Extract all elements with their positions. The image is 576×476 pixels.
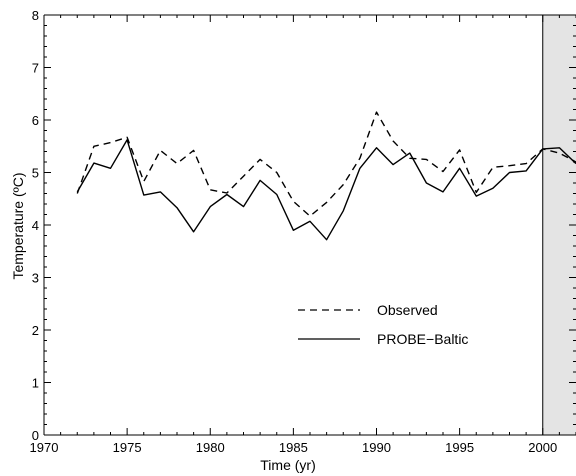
series-line-probe-baltic bbox=[76, 139, 576, 241]
y-tick-label: 8 bbox=[32, 8, 39, 23]
y-axis-label: Temperature (ºC) bbox=[10, 172, 26, 279]
axes bbox=[43, 14, 576, 436]
x-axis-label: Time (yr) bbox=[260, 457, 315, 473]
legend-label-observed: Observed bbox=[377, 302, 438, 318]
x-tick-label: 1990 bbox=[362, 440, 391, 455]
legend-label-probe-baltic: PROBE−Baltic bbox=[377, 331, 468, 347]
x-tick-label: 1995 bbox=[445, 440, 474, 455]
ticks: 0 1 2 3 4 5 6 7 8 1970 1975 1980 1985 1990 1995 2000 bbox=[30, 8, 576, 455]
y-tick-label: 6 bbox=[32, 113, 39, 128]
legend: Observed PROBE−Baltic bbox=[298, 302, 468, 347]
y-tick-label: 5 bbox=[32, 166, 39, 181]
y-tick-label: 4 bbox=[32, 218, 39, 233]
x-tick-label: 1985 bbox=[279, 440, 308, 455]
x-tick-label: 2000 bbox=[528, 440, 557, 455]
x-tick-label: 1970 bbox=[30, 440, 59, 455]
y-tick-label: 2 bbox=[32, 323, 39, 338]
x-tick-label: 1980 bbox=[196, 440, 225, 455]
series-line-observed bbox=[76, 111, 576, 217]
x-tick-label: 1975 bbox=[113, 440, 142, 455]
series-lines bbox=[76, 111, 576, 241]
y-tick-label: 0 bbox=[32, 428, 39, 443]
y-tick-label: 3 bbox=[32, 271, 39, 286]
y-tick-label: 7 bbox=[32, 61, 39, 76]
y-tick-label: 1 bbox=[32, 376, 39, 391]
